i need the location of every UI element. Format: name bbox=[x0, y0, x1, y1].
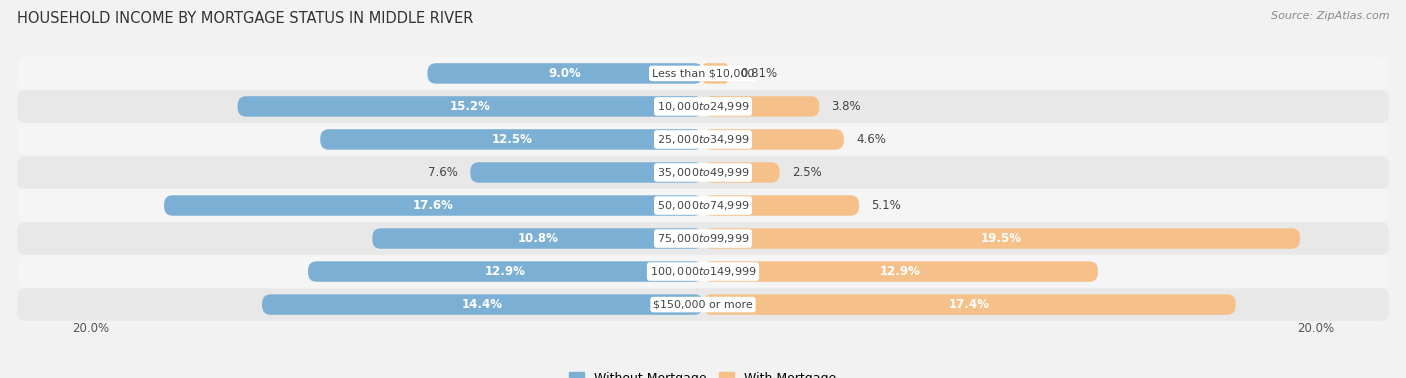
Text: 12.5%: 12.5% bbox=[491, 133, 531, 146]
Text: $150,000 or more: $150,000 or more bbox=[654, 300, 752, 310]
FancyBboxPatch shape bbox=[17, 90, 1389, 122]
Text: Less than $10,000: Less than $10,000 bbox=[652, 68, 754, 78]
Text: $35,000 to $49,999: $35,000 to $49,999 bbox=[657, 166, 749, 179]
FancyBboxPatch shape bbox=[262, 294, 703, 315]
FancyBboxPatch shape bbox=[17, 288, 1389, 321]
Text: HOUSEHOLD INCOME BY MORTGAGE STATUS IN MIDDLE RIVER: HOUSEHOLD INCOME BY MORTGAGE STATUS IN M… bbox=[17, 11, 474, 26]
FancyBboxPatch shape bbox=[308, 261, 703, 282]
FancyBboxPatch shape bbox=[238, 96, 703, 117]
Legend: Without Mortgage, With Mortgage: Without Mortgage, With Mortgage bbox=[564, 367, 842, 378]
FancyBboxPatch shape bbox=[17, 189, 1389, 222]
FancyBboxPatch shape bbox=[703, 261, 1098, 282]
FancyBboxPatch shape bbox=[321, 129, 703, 150]
Text: 12.9%: 12.9% bbox=[485, 265, 526, 278]
FancyBboxPatch shape bbox=[703, 96, 820, 117]
Text: $75,000 to $99,999: $75,000 to $99,999 bbox=[657, 232, 749, 245]
Text: Source: ZipAtlas.com: Source: ZipAtlas.com bbox=[1271, 11, 1389, 21]
Text: 2.5%: 2.5% bbox=[792, 166, 821, 179]
FancyBboxPatch shape bbox=[165, 195, 703, 216]
FancyBboxPatch shape bbox=[703, 63, 728, 84]
Text: 20.0%: 20.0% bbox=[1296, 322, 1334, 335]
Text: 12.9%: 12.9% bbox=[880, 265, 921, 278]
Text: 10.8%: 10.8% bbox=[517, 232, 558, 245]
FancyBboxPatch shape bbox=[470, 162, 703, 183]
Text: 0.81%: 0.81% bbox=[740, 67, 778, 80]
FancyBboxPatch shape bbox=[17, 57, 1389, 90]
FancyBboxPatch shape bbox=[703, 162, 779, 183]
FancyBboxPatch shape bbox=[703, 195, 859, 216]
Text: $25,000 to $34,999: $25,000 to $34,999 bbox=[657, 133, 749, 146]
Text: 4.6%: 4.6% bbox=[856, 133, 886, 146]
FancyBboxPatch shape bbox=[17, 156, 1389, 189]
Text: $10,000 to $24,999: $10,000 to $24,999 bbox=[657, 100, 749, 113]
Text: 3.8%: 3.8% bbox=[831, 100, 862, 113]
Text: 7.6%: 7.6% bbox=[429, 166, 458, 179]
Text: 5.1%: 5.1% bbox=[872, 199, 901, 212]
FancyBboxPatch shape bbox=[373, 228, 703, 249]
FancyBboxPatch shape bbox=[703, 129, 844, 150]
Text: 17.4%: 17.4% bbox=[949, 298, 990, 311]
Text: $100,000 to $149,999: $100,000 to $149,999 bbox=[650, 265, 756, 278]
FancyBboxPatch shape bbox=[703, 294, 1236, 315]
Text: 19.5%: 19.5% bbox=[981, 232, 1022, 245]
Text: 14.4%: 14.4% bbox=[463, 298, 503, 311]
FancyBboxPatch shape bbox=[427, 63, 703, 84]
Text: 15.2%: 15.2% bbox=[450, 100, 491, 113]
Text: 17.6%: 17.6% bbox=[413, 199, 454, 212]
Text: $50,000 to $74,999: $50,000 to $74,999 bbox=[657, 199, 749, 212]
FancyBboxPatch shape bbox=[703, 228, 1301, 249]
FancyBboxPatch shape bbox=[17, 222, 1389, 255]
FancyBboxPatch shape bbox=[17, 256, 1389, 288]
FancyBboxPatch shape bbox=[17, 123, 1389, 156]
Text: 20.0%: 20.0% bbox=[72, 322, 110, 335]
Text: 9.0%: 9.0% bbox=[548, 67, 582, 80]
